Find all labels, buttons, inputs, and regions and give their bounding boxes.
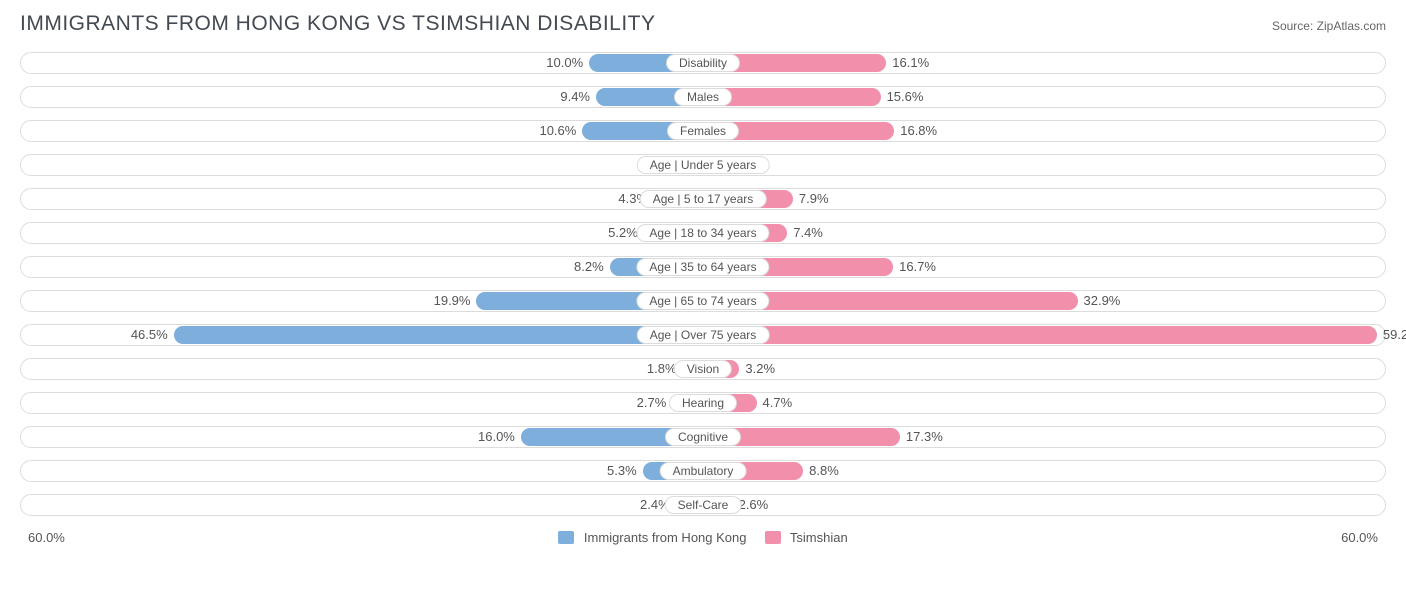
chart-row: 4.3%7.9%Age | 5 to 17 years — [20, 184, 1386, 214]
category-label: Disability — [666, 54, 740, 72]
value-right: 15.6% — [887, 89, 924, 104]
chart-row: 8.2% 16.7% Age | 35 to 64 years — [20, 252, 1386, 282]
chart-row: 19.9% 32.9% Age | 65 to 74 years — [20, 286, 1386, 316]
legend: Immigrants from Hong Kong Tsimshian — [558, 530, 847, 545]
value-right: 2.6% — [739, 497, 769, 512]
category-label: Females — [667, 122, 739, 140]
value-left: 46.5% — [131, 327, 168, 342]
value-right: 16.1% — [892, 55, 929, 70]
category-label: Hearing — [669, 394, 737, 412]
value-left: 8.2% — [574, 259, 604, 274]
bar-right — [703, 326, 1377, 344]
chart-row: 2.4%2.6%Self-Care — [20, 490, 1386, 520]
category-label: Age | 65 to 74 years — [636, 292, 769, 310]
chart-header: IMMIGRANTS FROM HONG KONG VS TSIMSHIAN D… — [0, 0, 1406, 44]
value-right: 17.3% — [906, 429, 943, 444]
chart-row: 2.7% 4.7% Hearing — [20, 388, 1386, 418]
value-right: 16.8% — [900, 123, 937, 138]
diverging-bar-chart: 10.0%16.1%Disability9.4%15.6%Males10.6%1… — [0, 44, 1406, 520]
chart-row: 9.4% 15.6% Males — [20, 82, 1386, 112]
chart-row: 5.3% 8.8% Ambulatory — [20, 456, 1386, 486]
chart-row: 0.95%2.4%Age | Under 5 years — [20, 150, 1386, 180]
chart-footer: 60.0% Immigrants from Hong Kong Tsimshia… — [0, 524, 1406, 545]
chart-title: IMMIGRANTS FROM HONG KONG VS TSIMSHIAN D… — [20, 12, 656, 36]
category-label: Cognitive — [665, 428, 741, 446]
value-right: 32.9% — [1084, 293, 1121, 308]
value-left: 1.8% — [647, 361, 677, 376]
bar-left — [174, 326, 703, 344]
value-left: 19.9% — [434, 293, 471, 308]
chart-row: 10.6% 16.8% Females — [20, 116, 1386, 146]
legend-label-right: Tsimshian — [790, 530, 848, 545]
category-label: Age | 18 to 34 years — [636, 224, 769, 242]
value-left: 5.3% — [607, 463, 637, 478]
category-label: Age | 5 to 17 years — [640, 190, 767, 208]
value-left: 2.7% — [637, 395, 667, 410]
value-left: 10.0% — [546, 55, 583, 70]
axis-max-left: 60.0% — [28, 530, 65, 545]
legend-swatch-left — [558, 531, 574, 544]
chart-row: 10.0% 16.1% Disability — [20, 48, 1386, 78]
value-right: 59.2% — [1383, 327, 1406, 342]
value-left: 5.2% — [608, 225, 638, 240]
category-label: Age | Over 75 years — [637, 326, 770, 344]
value-right: 7.9% — [799, 191, 829, 206]
chart-row: 5.2% 7.4% Age | 18 to 34 years — [20, 218, 1386, 248]
value-left: 10.6% — [539, 123, 576, 138]
axis-max-right: 60.0% — [1341, 530, 1378, 545]
legend-label-left: Immigrants from Hong Kong — [584, 530, 747, 545]
chart-row: 16.0% 17.3% Cognitive — [20, 422, 1386, 452]
value-right: 8.8% — [809, 463, 839, 478]
category-label: Self-Care — [665, 496, 742, 514]
category-label: Males — [674, 88, 732, 106]
value-left: 16.0% — [478, 429, 515, 444]
value-right: 16.7% — [899, 259, 936, 274]
chart-row: 1.8% 3.2% Vision — [20, 354, 1386, 384]
category-label: Vision — [674, 360, 732, 378]
category-label: Age | Under 5 years — [637, 156, 770, 174]
value-right: 3.2% — [745, 361, 775, 376]
value-right: 4.7% — [763, 395, 793, 410]
category-label: Ambulatory — [660, 462, 747, 480]
value-right: 7.4% — [793, 225, 823, 240]
legend-swatch-right — [765, 531, 781, 544]
chart-source: Source: ZipAtlas.com — [1272, 19, 1386, 33]
chart-row: 46.5%59.2%Age | Over 75 years — [20, 320, 1386, 350]
legend-item-right: Tsimshian — [765, 530, 848, 545]
value-left: 9.4% — [560, 89, 590, 104]
category-label: Age | 35 to 64 years — [636, 258, 769, 276]
legend-item-left: Immigrants from Hong Kong — [558, 530, 746, 545]
